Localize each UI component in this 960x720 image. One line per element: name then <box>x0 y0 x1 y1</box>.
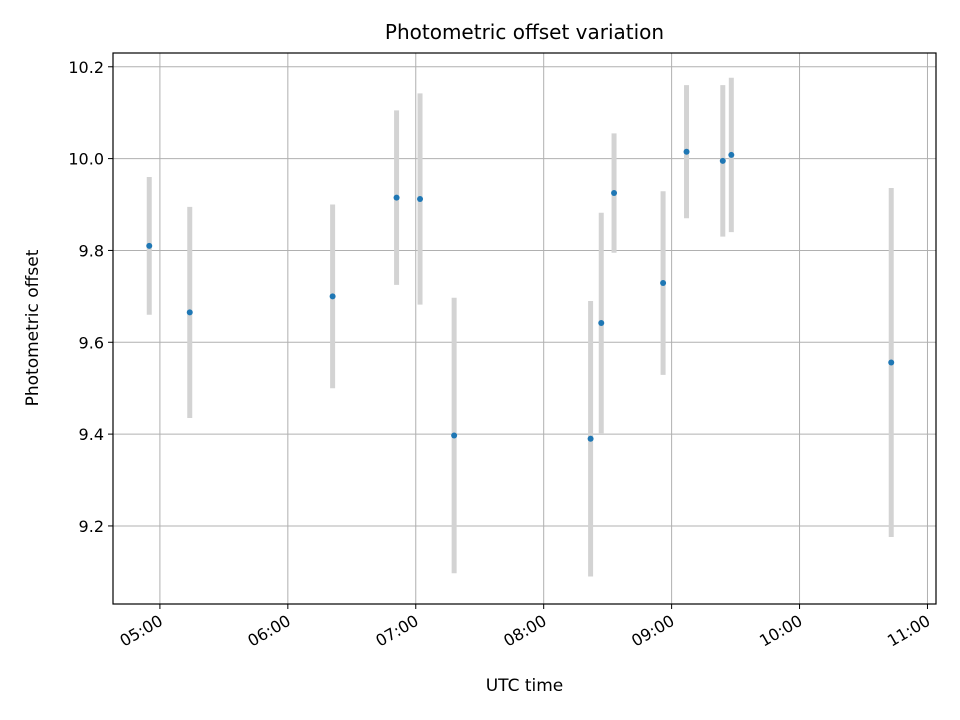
data-point <box>660 280 667 287</box>
data-point <box>611 190 618 197</box>
data-points <box>146 148 895 442</box>
x-axis-label: UTC time <box>486 676 564 696</box>
x-tick-label: 08:00 <box>500 611 549 651</box>
data-point <box>888 359 895 366</box>
x-tick-label: 09:00 <box>628 611 677 651</box>
data-point <box>719 157 726 164</box>
chart-title: Photometric offset variation <box>385 20 664 44</box>
y-tick-label: 9.2 <box>79 517 104 536</box>
data-point <box>393 194 400 201</box>
x-tick-label: 05:00 <box>116 611 165 651</box>
y-tick-label: 9.8 <box>79 241 104 260</box>
y-tick-label: 10.0 <box>68 150 104 169</box>
x-tick-label: 06:00 <box>244 611 293 651</box>
data-point <box>186 309 193 316</box>
y-tick-label: 9.4 <box>79 425 104 444</box>
data-point <box>683 148 690 155</box>
x-tick-label: 11:00 <box>884 611 933 651</box>
error-bars <box>146 77 894 577</box>
y-axis-ticks: 9.2 9.4 9.6 9.8 10.0 10.2 <box>68 58 113 536</box>
y-tick-label: 9.6 <box>79 333 104 352</box>
y-axis-label: Photometric offset <box>23 249 43 406</box>
x-tick-label: 07:00 <box>372 611 421 651</box>
x-axis-ticks: 05:00 06:00 07:00 08:00 09:00 10:00 11:00 <box>116 604 933 651</box>
plot-frame <box>112 52 937 605</box>
data-point <box>329 293 336 300</box>
grid-lines <box>113 53 936 604</box>
y-tick-label: 10.2 <box>68 58 104 77</box>
data-point <box>451 432 458 439</box>
data-point <box>146 242 153 249</box>
data-point <box>728 151 735 158</box>
x-tick-label: 10:00 <box>756 611 805 651</box>
data-point <box>598 319 605 326</box>
data-point <box>587 435 594 442</box>
data-point <box>417 196 424 203</box>
